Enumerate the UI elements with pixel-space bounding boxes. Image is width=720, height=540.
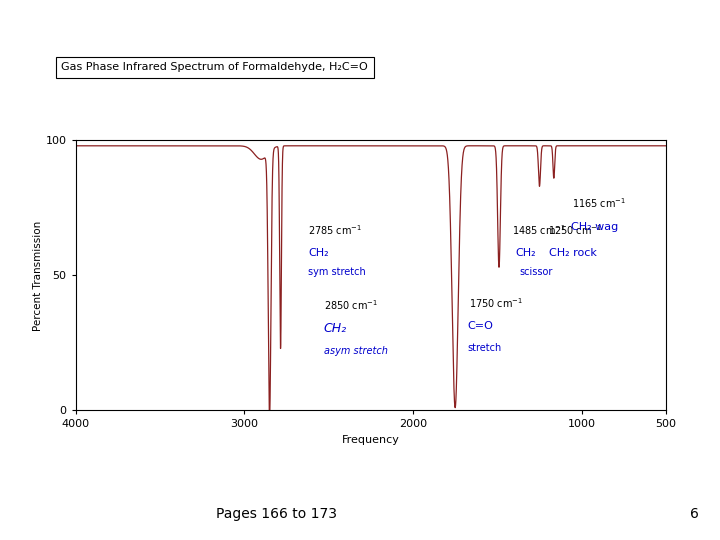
Text: Pages 166 to 173: Pages 166 to 173 bbox=[216, 508, 337, 522]
Text: 1485 cm$^{-1}$: 1485 cm$^{-1}$ bbox=[513, 223, 567, 237]
Text: 1750 cm$^{-1}$: 1750 cm$^{-1}$ bbox=[469, 296, 523, 310]
Text: CH₂ rock: CH₂ rock bbox=[549, 248, 597, 259]
Text: 2850 cm$^{-1}$: 2850 cm$^{-1}$ bbox=[323, 299, 378, 313]
Text: 2785 cm$^{-1}$: 2785 cm$^{-1}$ bbox=[308, 223, 363, 237]
Text: sym stretch: sym stretch bbox=[308, 267, 366, 278]
Text: CH₂: CH₂ bbox=[516, 248, 536, 259]
Text: CH₂: CH₂ bbox=[308, 248, 329, 259]
Y-axis label: Percent Transmission: Percent Transmission bbox=[33, 220, 42, 330]
Text: 6: 6 bbox=[690, 508, 698, 522]
Text: 1250 cm$^{-1}$: 1250 cm$^{-1}$ bbox=[548, 223, 602, 237]
X-axis label: Frequency: Frequency bbox=[342, 435, 400, 445]
Text: asym stretch: asym stretch bbox=[323, 346, 387, 356]
Text: 1165 cm$^{-1}$: 1165 cm$^{-1}$ bbox=[572, 196, 626, 210]
Text: C=O: C=O bbox=[467, 321, 492, 332]
Text: scissor: scissor bbox=[519, 267, 553, 278]
Text: Gas Phase Infrared Spectrum of Formaldehyde, H₂C=O: Gas Phase Infrared Spectrum of Formaldeh… bbox=[61, 63, 368, 72]
Text: stretch: stretch bbox=[467, 343, 501, 353]
Text: CH₂ wag: CH₂ wag bbox=[571, 221, 618, 232]
Text: CH₂: CH₂ bbox=[323, 322, 347, 335]
